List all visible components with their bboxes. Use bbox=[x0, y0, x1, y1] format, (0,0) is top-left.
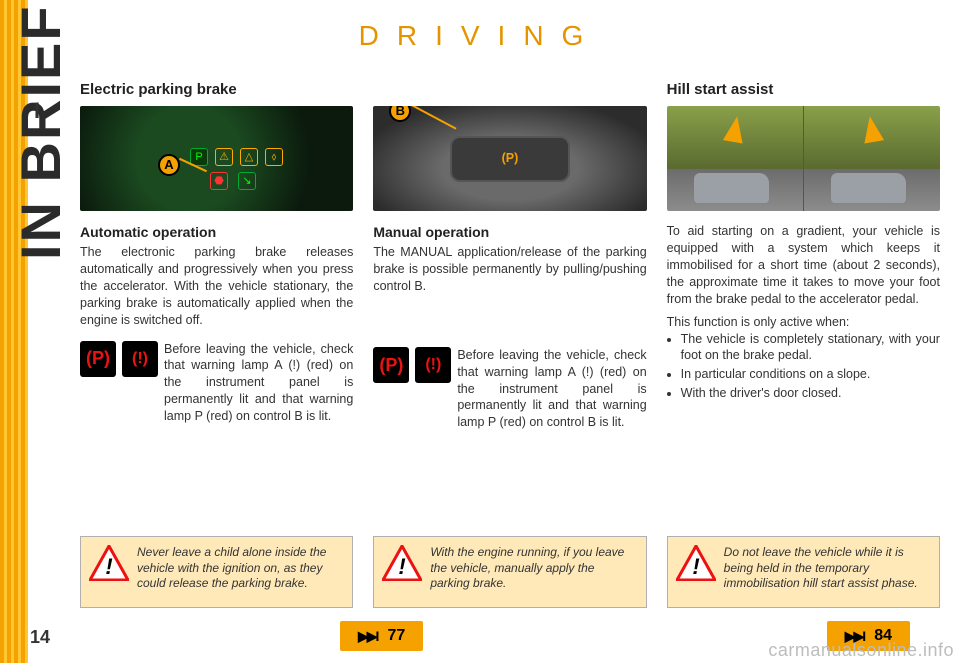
heading-hsa: Hill start assist bbox=[667, 80, 940, 100]
warning-lamp-row: (P) (!) Before leaving the vehicle, chec… bbox=[373, 347, 646, 431]
lamp-green-icon: ↘ bbox=[238, 172, 256, 190]
body-manual: The MANUAL application/release of the pa… bbox=[373, 244, 646, 295]
warning-triangle-icon: ! bbox=[89, 545, 129, 581]
warning-triangle-icon: ! bbox=[676, 545, 716, 581]
list-item: The vehicle is completely stationary, wi… bbox=[681, 331, 940, 365]
photo-instrument-cluster: P ⚠ △ ⬨ ⬣ ↘ A bbox=[80, 106, 353, 211]
hsa-conditions-list: The vehicle is completely stationary, wi… bbox=[667, 331, 940, 405]
page-ref-number: 77 bbox=[387, 627, 405, 645]
lamp-check-text: Before leaving the vehicle, check that w… bbox=[457, 347, 646, 431]
warning-lamp-row: (P) (!) Before leaving the vehicle, chec… bbox=[80, 341, 353, 425]
p-lamp-icon: (P) bbox=[373, 347, 409, 383]
p-lamp-icon: (P) bbox=[80, 341, 116, 377]
lamp-check-text: Before leaving the vehicle, check that w… bbox=[164, 341, 353, 425]
warning-box: ! Do not leave the vehicle while it is b… bbox=[667, 536, 940, 608]
svg-text:!: ! bbox=[692, 554, 699, 579]
subheading-manual: Manual operation bbox=[373, 223, 646, 242]
content-columns: Electric parking brake P ⚠ △ ⬨ ⬣ ↘ A Aut… bbox=[80, 80, 940, 608]
heading-spacer bbox=[373, 80, 646, 100]
car-icon bbox=[694, 173, 769, 203]
warning-box: ! Never leave a child alone inside the v… bbox=[80, 536, 353, 608]
watermark: carmanualsonline.info bbox=[768, 640, 954, 661]
list-intro: This function is only active when: bbox=[667, 314, 940, 331]
warning-text: Do not leave the vehicle while it is bei… bbox=[724, 545, 929, 592]
fast-forward-icon: ▶▶I bbox=[358, 628, 377, 645]
col-hill-start-assist: Hill start assist To aid starting on a g… bbox=[667, 80, 940, 608]
lamp-amber-icon: ⬨ bbox=[265, 148, 283, 166]
page-number: 14 bbox=[30, 627, 50, 648]
subheading-automatic: Automatic operation bbox=[80, 223, 353, 242]
body-hsa: To aid starting on a gradient, your vehi… bbox=[667, 223, 940, 307]
warning-box-row: ! Never leave a child alone inside the v… bbox=[80, 536, 940, 608]
warning-text: With the engine running, if you leave th… bbox=[430, 545, 635, 592]
chapter-tab: I bbox=[34, 98, 40, 124]
page-ref-button[interactable]: ▶▶I 77 bbox=[340, 621, 423, 651]
list-item: With the driver's door closed. bbox=[681, 385, 940, 402]
col-manual-operation: (P) B Manual operation The MANUAL applic… bbox=[373, 80, 646, 608]
lamp-red-icon: ⬣ bbox=[210, 172, 228, 190]
svg-text:!: ! bbox=[399, 554, 406, 579]
warning-text: Never leave a child alone inside the veh… bbox=[137, 545, 342, 592]
photo-hill-start bbox=[667, 106, 940, 211]
svg-text:!: ! bbox=[105, 554, 112, 579]
car-icon bbox=[831, 173, 906, 203]
exclaim-lamp-icon: (!) bbox=[122, 341, 158, 377]
callout-a: A bbox=[158, 154, 180, 176]
list-item: In particular conditions on a slope. bbox=[681, 366, 940, 383]
warning-triangle-icon: ! bbox=[382, 545, 422, 581]
callout-b: B bbox=[389, 106, 411, 122]
callout-leader bbox=[412, 106, 457, 130]
heading-epb: Electric parking brake bbox=[80, 80, 353, 100]
warning-box: ! With the engine running, if you leave … bbox=[373, 536, 646, 608]
photo-parking-brake-switch: (P) B bbox=[373, 106, 646, 211]
lamp-amber-icon: △ bbox=[240, 148, 258, 166]
col-electric-parking-brake: Electric parking brake P ⚠ △ ⬨ ⬣ ↘ A Aut… bbox=[80, 80, 353, 608]
page-title: DRIVING bbox=[0, 20, 960, 52]
exclaim-lamp-icon: (!) bbox=[415, 347, 451, 383]
body-automatic: The electronic parking brake releases au… bbox=[80, 244, 353, 328]
arrow-icon bbox=[860, 115, 884, 144]
lamp-amber-icon: ⚠ bbox=[215, 148, 233, 166]
brake-switch-icon: (P) bbox=[450, 136, 570, 182]
manual-page: IN BRIEF I DRIVING Electric parking brak… bbox=[0, 0, 960, 663]
arrow-icon bbox=[723, 115, 747, 144]
